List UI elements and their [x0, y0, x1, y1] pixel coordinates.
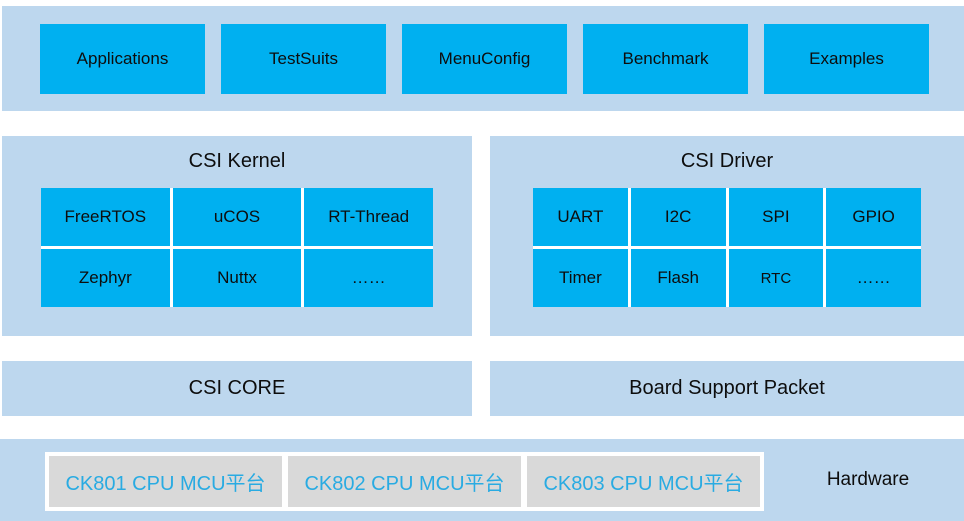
- hardware-band: CK801 CPU MCU平台 CK802 CPU MCU平台 CK803 CP…: [0, 439, 964, 521]
- csi-core-bar: CSI CORE: [2, 361, 472, 416]
- cell-driver-more: ……: [826, 249, 921, 307]
- box-benchmark: Benchmark: [583, 23, 748, 94]
- cpu-platform-group: CK801 CPU MCU平台 CK802 CPU MCU平台 CK803 CP…: [45, 452, 764, 511]
- cell-uart: UART: [533, 188, 628, 246]
- box-applications: Applications: [40, 23, 205, 94]
- csi-driver-title: CSI Driver: [680, 150, 774, 172]
- cell-rt-thread: RT-Thread: [304, 188, 433, 246]
- box-examples: Examples: [764, 23, 929, 94]
- csi-kernel-title: CSI Kernel: [188, 150, 286, 172]
- cell-freertos: FreeRTOS: [41, 188, 170, 246]
- csi-kernel-panel: CSI Kernel FreeRTOS uCOS RT-Thread Zephy…: [2, 136, 472, 336]
- csi-kernel-grid: FreeRTOS uCOS RT-Thread Zephyr Nuttx ……: [41, 188, 433, 307]
- cell-rtc: RTC: [728, 249, 824, 307]
- csi-driver-grid: UART I2C SPI GPIO Timer Flash RTC ……: [533, 188, 921, 307]
- box-testsuits: TestSuits: [221, 23, 386, 94]
- cell-flash: Flash: [630, 249, 726, 307]
- cell-i2c: I2C: [630, 188, 726, 246]
- hardware-label: Hardware: [826, 469, 910, 490]
- applications-band: Applications TestSuits MenuConfig Benchm…: [2, 6, 964, 111]
- board-support-packet-bar: Board Support Packet: [490, 361, 964, 416]
- cell-timer: Timer: [533, 249, 628, 307]
- cell-spi: SPI: [728, 188, 824, 246]
- cell-nuttx: Nuttx: [172, 249, 302, 307]
- platform-ck802: CK802 CPU MCU平台: [288, 456, 521, 507]
- cell-zephyr: Zephyr: [41, 249, 170, 307]
- cell-kernel-more: ……: [304, 249, 433, 307]
- cell-ucos: uCOS: [172, 188, 302, 246]
- csi-driver-panel: CSI Driver UART I2C SPI GPIO Timer Flash…: [490, 136, 964, 336]
- platform-ck803: CK803 CPU MCU平台: [527, 456, 760, 507]
- platform-ck801: CK801 CPU MCU平台: [49, 456, 282, 507]
- box-menuconfig: MenuConfig: [402, 23, 567, 94]
- cell-gpio: GPIO: [826, 188, 921, 246]
